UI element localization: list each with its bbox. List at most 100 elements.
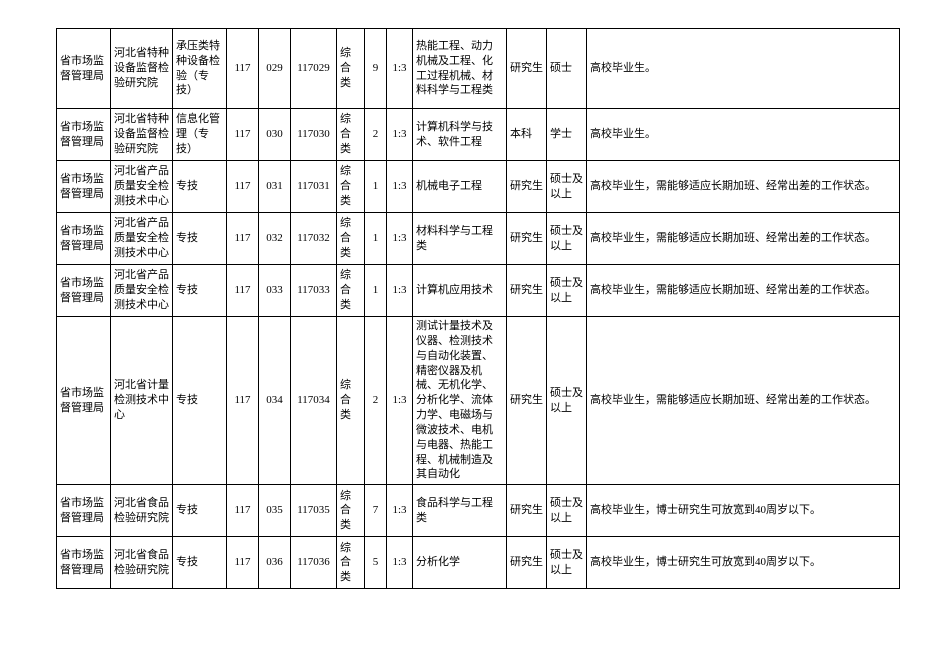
cell-code3: 117031	[291, 161, 337, 213]
cell-dept: 省市场监督管理局	[57, 29, 111, 109]
cell-deg: 硕士	[547, 29, 587, 109]
cell-ratio: 1:3	[387, 213, 413, 265]
cell-dept: 省市场监督管理局	[57, 109, 111, 161]
cell-code2: 029	[259, 29, 291, 109]
cell-code3: 117035	[291, 485, 337, 537]
cell-remark: 高校毕业生，博士研究生可放宽到40周岁以下。	[587, 485, 900, 537]
cell-code3: 117036	[291, 537, 337, 589]
cell-code2: 033	[259, 265, 291, 317]
cell-num: 9	[365, 29, 387, 109]
table-row: 省市场监督管理局河北省产品质量安全检测技术中心专技117033117033综合类…	[57, 265, 900, 317]
cell-inst: 河北省产品质量安全检测技术中心	[111, 213, 173, 265]
table-row: 省市场监督管理局河北省特种设备监督检验研究院承压类特种设备检验（专技）11702…	[57, 29, 900, 109]
cell-edu: 本科	[507, 109, 547, 161]
cell-remark: 高校毕业生，需能够适应长期加班、经常出差的工作状态。	[587, 265, 900, 317]
cell-type: 综合类	[337, 317, 365, 485]
cell-post: 专技	[173, 213, 227, 265]
cell-major: 食品科学与工程类	[413, 485, 507, 537]
table-row: 省市场监督管理局河北省计量检测技术中心专技117034117034综合类21:3…	[57, 317, 900, 485]
table-row: 省市场监督管理局河北省产品质量安全检测技术中心专技117031117031综合类…	[57, 161, 900, 213]
cell-edu: 研究生	[507, 161, 547, 213]
cell-post: 承压类特种设备检验（专技）	[173, 29, 227, 109]
table-row: 省市场监督管理局河北省特种设备监督检验研究院信息化管理（专技）117030117…	[57, 109, 900, 161]
cell-dept: 省市场监督管理局	[57, 537, 111, 589]
cell-code3: 117029	[291, 29, 337, 109]
cell-major: 计算机科学与技术、软件工程	[413, 109, 507, 161]
cell-deg: 硕士及以上	[547, 213, 587, 265]
cell-edu: 研究生	[507, 485, 547, 537]
cell-major: 机械电子工程	[413, 161, 507, 213]
cell-deg: 硕士及以上	[547, 485, 587, 537]
cell-num: 1	[365, 213, 387, 265]
cell-ratio: 1:3	[387, 485, 413, 537]
cell-num: 1	[365, 265, 387, 317]
table-row: 省市场监督管理局河北省食品检验研究院专技117036117036综合类51:3分…	[57, 537, 900, 589]
cell-num: 5	[365, 537, 387, 589]
cell-remark: 高校毕业生，博士研究生可放宽到40周岁以下。	[587, 537, 900, 589]
cell-deg: 硕士及以上	[547, 265, 587, 317]
cell-code2: 032	[259, 213, 291, 265]
cell-num: 7	[365, 485, 387, 537]
cell-code1: 117	[227, 213, 259, 265]
cell-code3: 117030	[291, 109, 337, 161]
cell-edu: 研究生	[507, 537, 547, 589]
cell-post: 信息化管理（专技）	[173, 109, 227, 161]
cell-inst: 河北省特种设备监督检验研究院	[111, 109, 173, 161]
cell-edu: 研究生	[507, 213, 547, 265]
cell-deg: 学士	[547, 109, 587, 161]
cell-major: 材料科学与工程类	[413, 213, 507, 265]
table-row: 省市场监督管理局河北省产品质量安全检测技术中心专技117032117032综合类…	[57, 213, 900, 265]
cell-inst: 河北省特种设备监督检验研究院	[111, 29, 173, 109]
cell-ratio: 1:3	[387, 109, 413, 161]
cell-type: 综合类	[337, 29, 365, 109]
cell-code3: 117032	[291, 213, 337, 265]
cell-code1: 117	[227, 161, 259, 213]
cell-major: 分析化学	[413, 537, 507, 589]
table-row: 省市场监督管理局河北省食品检验研究院专技117035117035综合类71:3食…	[57, 485, 900, 537]
cell-dept: 省市场监督管理局	[57, 317, 111, 485]
cell-dept: 省市场监督管理局	[57, 265, 111, 317]
cell-type: 综合类	[337, 537, 365, 589]
cell-code2: 030	[259, 109, 291, 161]
cell-num: 2	[365, 109, 387, 161]
cell-remark: 高校毕业生，需能够适应长期加班、经常出差的工作状态。	[587, 317, 900, 485]
cell-dept: 省市场监督管理局	[57, 485, 111, 537]
cell-dept: 省市场监督管理局	[57, 213, 111, 265]
cell-post: 专技	[173, 161, 227, 213]
cell-deg: 硕士及以上	[547, 537, 587, 589]
cell-remark: 高校毕业生，需能够适应长期加班、经常出差的工作状态。	[587, 161, 900, 213]
cell-post: 专技	[173, 485, 227, 537]
cell-inst: 河北省食品检验研究院	[111, 537, 173, 589]
cell-edu: 研究生	[507, 317, 547, 485]
cell-code3: 117034	[291, 317, 337, 485]
cell-remark: 高校毕业生。	[587, 109, 900, 161]
cell-dept: 省市场监督管理局	[57, 161, 111, 213]
cell-type: 综合类	[337, 213, 365, 265]
cell-post: 专技	[173, 265, 227, 317]
cell-code1: 117	[227, 265, 259, 317]
cell-code2: 034	[259, 317, 291, 485]
cell-remark: 高校毕业生，需能够适应长期加班、经常出差的工作状态。	[587, 213, 900, 265]
cell-inst: 河北省产品质量安全检测技术中心	[111, 161, 173, 213]
page: 省市场监督管理局河北省特种设备监督检验研究院承压类特种设备检验（专技）11702…	[0, 0, 936, 662]
cell-code2: 031	[259, 161, 291, 213]
cell-code3: 117033	[291, 265, 337, 317]
cell-code1: 117	[227, 537, 259, 589]
cell-code2: 035	[259, 485, 291, 537]
cell-edu: 研究生	[507, 29, 547, 109]
cell-code1: 117	[227, 317, 259, 485]
cell-major: 计算机应用技术	[413, 265, 507, 317]
cell-remark: 高校毕业生。	[587, 29, 900, 109]
cell-post: 专技	[173, 537, 227, 589]
recruitment-table: 省市场监督管理局河北省特种设备监督检验研究院承压类特种设备检验（专技）11702…	[56, 28, 900, 589]
cell-type: 综合类	[337, 109, 365, 161]
cell-type: 综合类	[337, 265, 365, 317]
cell-edu: 研究生	[507, 265, 547, 317]
cell-code1: 117	[227, 29, 259, 109]
cell-ratio: 1:3	[387, 161, 413, 213]
cell-post: 专技	[173, 317, 227, 485]
cell-ratio: 1:3	[387, 29, 413, 109]
cell-ratio: 1:3	[387, 317, 413, 485]
cell-code2: 036	[259, 537, 291, 589]
cell-type: 综合类	[337, 485, 365, 537]
